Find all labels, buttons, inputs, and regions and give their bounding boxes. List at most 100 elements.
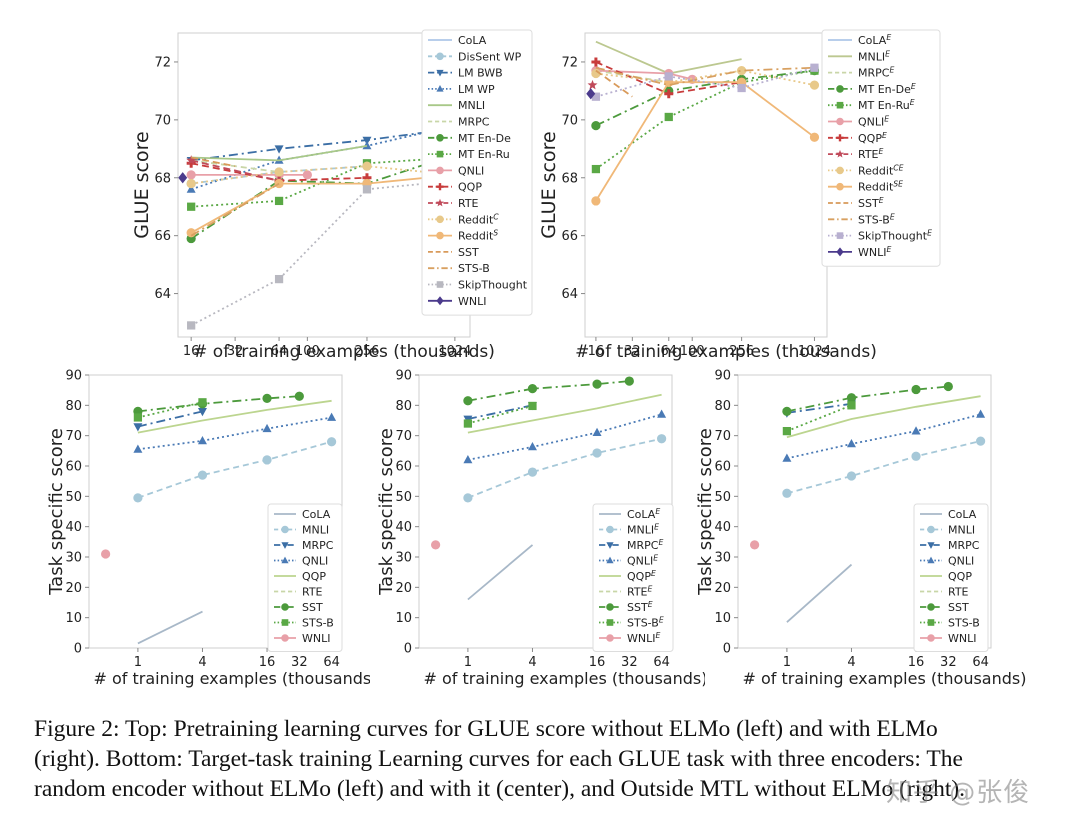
data-point [528, 401, 537, 411]
data-point [587, 79, 598, 90]
data-point [592, 448, 602, 458]
series-sts-b [133, 398, 207, 422]
legend-label: QQP [458, 181, 482, 194]
series-sts-b [190, 182, 280, 237]
legend-label: RedditS [458, 229, 498, 243]
y-tick-label: 20 [395, 581, 412, 596]
legend-marker [606, 619, 614, 626]
x-tick-label: 1 [464, 655, 472, 670]
data-point [463, 419, 473, 428]
data-point [186, 178, 196, 189]
series-qnli [133, 412, 337, 453]
series-line [595, 69, 815, 86]
data-point [274, 274, 284, 284]
legend-label: MRPCE [627, 538, 663, 552]
data-point [846, 393, 857, 403]
y-tick-label: 70 [714, 429, 731, 444]
legend-item-wnli: WNLI [920, 632, 976, 645]
legend-item-sst-e: SSTE [828, 196, 884, 210]
legend-item-wnli: WNLI [274, 632, 330, 645]
series-cola [137, 610, 203, 645]
legend-marker [281, 556, 289, 564]
data-point [463, 396, 473, 406]
legend-label: DisSent WP [458, 50, 522, 63]
series-line [137, 440, 332, 499]
legend-marker [606, 556, 614, 564]
legend-label: WNLI [302, 632, 330, 645]
x-tick-label: 1024 [798, 344, 831, 359]
y-tick-label: 50 [395, 490, 412, 505]
legend-item-qqp-e: QQPE [599, 569, 656, 583]
legend-label: QNLI [948, 555, 974, 568]
series-sts-b [782, 401, 856, 436]
series-line [191, 127, 456, 162]
y-axis-label: Task specific score [695, 428, 716, 596]
y-tick-label: 60 [65, 460, 82, 475]
series-mnli [133, 437, 337, 503]
x-axis-label: # of training examples (thousands) [193, 342, 495, 362]
data-point [737, 83, 746, 93]
legend: CoLA MNLI MRPC QNLI QQP RTE SST STS-B WNLI [267, 503, 343, 652]
legend-box [267, 503, 343, 652]
legend-marker [927, 542, 935, 549]
x-tick-label: 16 [259, 655, 276, 670]
data-point [274, 145, 284, 154]
data-point [197, 435, 207, 445]
legend-label: CoLA [948, 508, 977, 521]
y-tick-label: 30 [714, 551, 731, 566]
legend-marker [436, 281, 444, 288]
y-tick-label: 60 [714, 460, 731, 475]
series-line [595, 81, 816, 202]
data-point [133, 413, 143, 422]
legend-box [913, 503, 989, 652]
data-point [911, 384, 921, 395]
plot-area [177, 32, 471, 338]
legend-item-qqp: QQP [428, 181, 482, 194]
y-tick-label: 30 [65, 551, 82, 566]
x-tick-label: 32 [624, 344, 641, 359]
legend-item-mrpc-e: MRPCE [599, 538, 663, 552]
legend-marker [836, 247, 844, 257]
y-tick-label: 10 [395, 611, 412, 626]
x-axis-label: # of training examples (thousands) [424, 669, 705, 688]
legend-item-wnli-e: WNLIE [599, 631, 660, 645]
legend-marker [436, 69, 444, 77]
series-qqp-e [467, 393, 662, 434]
series-sts-b-e [463, 401, 537, 428]
legend-label: WNLI [948, 632, 976, 645]
legend-item-sts-b: STS-B [428, 262, 490, 275]
y-tick-label: 80 [65, 399, 82, 414]
x-tick-label: 16 [183, 344, 200, 359]
legend-label: SkipThought [458, 279, 528, 292]
data-point [186, 228, 196, 238]
data-point [592, 379, 602, 389]
data-point [302, 170, 312, 180]
legend-label: WNLIE [627, 631, 660, 645]
y-tick-label: 70 [561, 113, 578, 128]
series-line [467, 405, 533, 425]
legend-label: MNLI [458, 99, 485, 112]
legend-marker [436, 183, 444, 191]
legend-label: RTEE [858, 147, 884, 161]
legend-marker [436, 85, 444, 92]
legend-item-wnli-e: WNLIE [828, 245, 891, 259]
series-line [137, 410, 203, 428]
legend-item-wnli: WNLI [428, 295, 486, 308]
y-tick-label: 68 [154, 171, 171, 186]
plot-area [584, 32, 828, 338]
data-point [911, 426, 921, 435]
x-tick-label: 16 [908, 655, 925, 670]
x-tick-label: 64 [972, 655, 989, 670]
x-tick-label: 1024 [438, 344, 471, 359]
legend-item-sst: SST [920, 601, 969, 614]
data-point [592, 427, 602, 437]
legend-item-cola: CoLA [920, 508, 977, 521]
legend-item-mrpc: MRPC [428, 116, 490, 129]
legend-item-reddit-c: RedditC [428, 212, 499, 226]
legend-item-qnli: QNLI [274, 555, 328, 568]
series-line [467, 413, 662, 461]
series-line [191, 159, 280, 173]
data-point [586, 88, 596, 100]
x-tick-label: 32 [621, 655, 638, 670]
series-line [595, 69, 815, 127]
